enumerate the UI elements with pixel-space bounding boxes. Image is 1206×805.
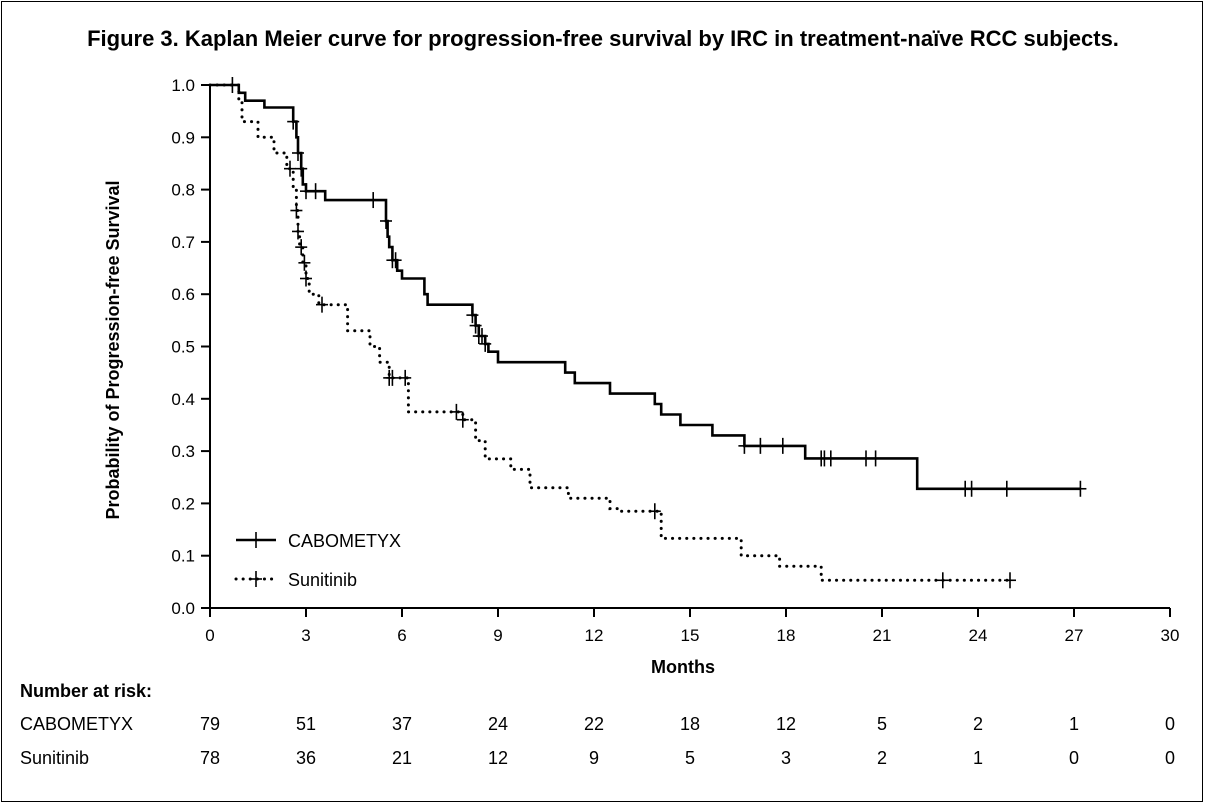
risk-count-sunitinib: 12 bbox=[488, 748, 508, 768]
risk-count-cabometyx: 0 bbox=[1165, 714, 1175, 734]
x-tick-label: 21 bbox=[873, 626, 892, 645]
risk-count-cabometyx: 37 bbox=[392, 714, 412, 734]
curve-sunitinib bbox=[208, 83, 1012, 582]
risk-count-sunitinib: 2 bbox=[877, 748, 887, 768]
risk-count-sunitinib: 1 bbox=[973, 748, 983, 768]
risk-count-cabometyx: 2 bbox=[973, 714, 983, 734]
risk-count-cabometyx: 18 bbox=[680, 714, 700, 734]
y-tick-label: 0.0 bbox=[171, 599, 195, 618]
risk-count-cabometyx: 24 bbox=[488, 714, 508, 734]
x-tick-label: 12 bbox=[585, 626, 604, 645]
x-tick-label: 24 bbox=[969, 626, 988, 645]
x-tick-label: 3 bbox=[301, 626, 310, 645]
risk-table: Number at risk:CABOMETYX 79 51 37 24 22 18 12 5 2… bbox=[20, 681, 1175, 768]
y-tick-label: 0.2 bbox=[171, 494, 195, 513]
y-tick-label: 0.7 bbox=[171, 233, 195, 252]
x-tick-label: 30 bbox=[1161, 626, 1180, 645]
risk-count-sunitinib: 3 bbox=[781, 748, 791, 768]
y-tick-label: 0.4 bbox=[171, 390, 195, 409]
risk-count-cabometyx: 51 bbox=[296, 714, 316, 734]
risk-count-sunitinib: 21 bbox=[392, 748, 412, 768]
legend-label-sunitinib: Sunitinib bbox=[288, 570, 357, 590]
y-tick-label: 0.5 bbox=[171, 338, 195, 357]
x-tick-label: 18 bbox=[777, 626, 796, 645]
x-tick-label: 27 bbox=[1065, 626, 1084, 645]
x-tick-label: 9 bbox=[493, 626, 502, 645]
risk-count-sunitinib: 5 bbox=[685, 748, 695, 768]
risk-count-sunitinib: 0 bbox=[1165, 748, 1175, 768]
risk-row-label-cabometyx: CABOMETYX bbox=[20, 714, 133, 734]
y-axis-label: Probability of Progression-free Survival bbox=[103, 180, 123, 519]
risk-count-cabometyx: 5 bbox=[877, 714, 887, 734]
figure-title: Figure 3. Kaplan Meier curve for progres… bbox=[87, 26, 1119, 51]
risk-count-sunitinib: 78 bbox=[200, 748, 220, 768]
risk-table-header: Number at risk: bbox=[20, 681, 152, 701]
y-tick-label: 0.6 bbox=[171, 285, 195, 304]
axes: 0 3 6 9 12 15 18 21 24 27 30 0.0 0.1 0.2 0.3 0.4 0.5 0.6 0… bbox=[171, 76, 1179, 645]
risk-count-cabometyx: 12 bbox=[776, 714, 796, 734]
risk-count-cabometyx: 22 bbox=[584, 714, 604, 734]
risk-count-cabometyx: 79 bbox=[200, 714, 220, 734]
risk-count-sunitinib: 36 bbox=[296, 748, 316, 768]
legend: CABOMETYX Sunitinib bbox=[234, 531, 401, 590]
survival-curves bbox=[208, 77, 1087, 589]
y-tick-label: 0.1 bbox=[171, 547, 195, 566]
y-tick-label: 1.0 bbox=[171, 76, 195, 95]
y-tick-label: 0.8 bbox=[171, 181, 195, 200]
x-tick-label: 0 bbox=[205, 626, 214, 645]
y-tick-label: 0.3 bbox=[171, 442, 195, 461]
x-tick-label: 6 bbox=[397, 626, 406, 645]
legend-label-cabometyx: CABOMETYX bbox=[288, 531, 401, 551]
risk-count-cabometyx: 1 bbox=[1069, 714, 1079, 734]
x-axis-label: Months bbox=[651, 657, 715, 677]
risk-row-label-sunitinib: Sunitinib bbox=[20, 748, 89, 768]
y-tick-label: 0.9 bbox=[171, 128, 195, 147]
x-tick-label: 15 bbox=[681, 626, 700, 645]
risk-count-sunitinib: 0 bbox=[1069, 748, 1079, 768]
risk-count-sunitinib: 9 bbox=[589, 748, 599, 768]
curve-cabometyx bbox=[210, 83, 1081, 491]
